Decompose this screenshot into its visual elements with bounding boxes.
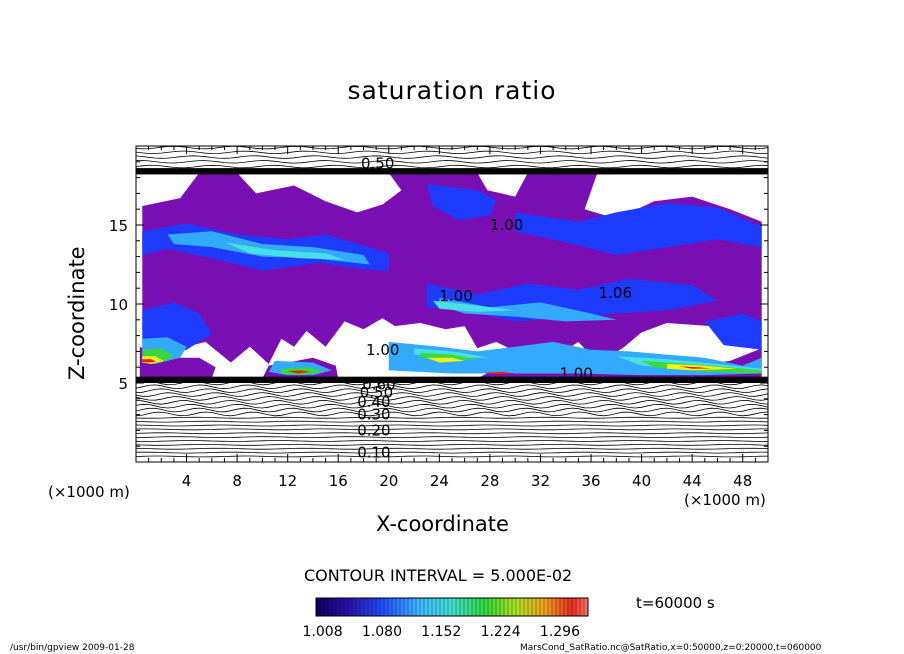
region-mid_blue-5 <box>426 183 497 221</box>
contour-label-0: 0.10 <box>357 444 390 462</box>
contour-line-lower-6 <box>136 432 768 435</box>
contour-line-upper-0 <box>136 164 768 169</box>
contour-line-lower-14 <box>136 399 768 405</box>
contour-label-5: 0.60 <box>362 376 395 394</box>
contour-line-lower-0 <box>136 455 768 458</box>
contour-line-lower-5 <box>136 436 768 438</box>
contour-line-lower-7 <box>136 428 768 431</box>
contour-line-lower-3 <box>136 444 768 446</box>
contour-line-lower-15 <box>136 396 768 401</box>
x-axis-unit-right: (×1000 m) <box>684 491 766 509</box>
contour-line-lower-12 <box>136 407 768 413</box>
footer-right: MarsCond_SatRatio.nc@SatRatio,x=0:50000,… <box>520 643 822 653</box>
contour-line-upper-3 <box>136 150 768 155</box>
x-tick-label-7: 32 <box>531 472 550 490</box>
x-axis-unit-left: (×1000 m) <box>48 483 130 501</box>
contour-line-lower-2 <box>136 447 768 450</box>
y-tick-label-2: 15 <box>109 217 128 235</box>
region-red-29 <box>483 371 516 375</box>
region-light_blue-11 <box>439 297 617 322</box>
colorbar-tick-label-4: 1.296 <box>540 624 580 640</box>
contour-line-lower-4 <box>136 440 768 442</box>
y-tick-label-0: 5 <box>118 375 128 393</box>
x-axis-label: X-coordinate <box>376 512 509 536</box>
footer-left: /usr/bin/gpview 2009-01-28 <box>10 643 135 653</box>
contour-line-lower-9 <box>136 420 768 423</box>
x-tick-label-5: 24 <box>430 472 449 490</box>
contour-line-lower-10 <box>136 416 768 419</box>
contour-line-upper-2 <box>136 155 768 159</box>
contour-line-lower-18 <box>136 384 768 390</box>
contour-label-6: 1.00 <box>490 216 523 234</box>
contour-interval-label: CONTOUR INTERVAL = 5.000E-02 <box>304 566 573 585</box>
x-tick-label-2: 12 <box>278 472 297 490</box>
contour-line-upper-1 <box>136 160 768 164</box>
colorbar-tick-label-2: 1.152 <box>421 624 461 640</box>
region-yellow-25 <box>426 357 465 363</box>
y-tick-label-1: 10 <box>109 296 128 314</box>
region-yellow-24 <box>666 364 737 371</box>
contour-line-lower-1 <box>136 451 768 454</box>
region-red-27 <box>679 366 712 369</box>
colorbar-tick-label-0: 1.008 <box>303 624 343 640</box>
contour-label-9: 1.00 <box>559 365 592 383</box>
contour-line-lower-17 <box>136 388 768 394</box>
contour-label-10: 1.00 <box>366 341 399 359</box>
region-red-26 <box>142 359 157 363</box>
contour-line-lower-16 <box>136 392 768 397</box>
contour-label-7: 1.00 <box>439 287 472 305</box>
lower-saturation-boundary <box>136 376 768 383</box>
contour-line-lower-13 <box>136 403 768 409</box>
upper-saturation-boundary <box>136 168 768 175</box>
contour-label-8: 1.06 <box>599 284 632 302</box>
x-tick-label-8: 36 <box>581 472 600 490</box>
contour-label-1: 0.20 <box>357 421 390 439</box>
x-tick-label-11: 48 <box>733 472 752 490</box>
contour-line-lower-8 <box>136 424 768 427</box>
y-axis-label: Z-coordinate <box>65 246 89 380</box>
x-tick-label-4: 20 <box>379 472 398 490</box>
x-tick-label-1: 8 <box>232 472 242 490</box>
colorbar-tick-label-1: 1.080 <box>362 624 402 640</box>
region-mid_blue-9 <box>704 313 762 350</box>
contour-line-lower-11 <box>136 411 768 417</box>
contour-label-11: 0.50 <box>361 154 394 172</box>
time-label: t=60000 s <box>636 594 715 612</box>
chart-title: saturation ratio <box>347 76 557 105</box>
x-tick-label-10: 44 <box>683 472 702 490</box>
region-cyan-15 <box>224 242 345 260</box>
region-low-1 <box>139 346 216 379</box>
contour-label-4: 0.50 <box>360 383 393 401</box>
x-tick-label-0: 4 <box>182 472 192 490</box>
region-red-28 <box>287 370 311 374</box>
region-cyan-18 <box>433 300 516 312</box>
colorbar-tick-label-3: 1.224 <box>481 624 521 640</box>
contour-label-3: 0.40 <box>357 393 390 411</box>
x-tick-label-6: 28 <box>480 472 499 490</box>
contour-label-2: 0.30 <box>357 406 390 424</box>
x-tick-label-9: 40 <box>632 472 651 490</box>
x-tick-label-3: 16 <box>329 472 348 490</box>
region-mid_blue-6 <box>515 202 762 255</box>
